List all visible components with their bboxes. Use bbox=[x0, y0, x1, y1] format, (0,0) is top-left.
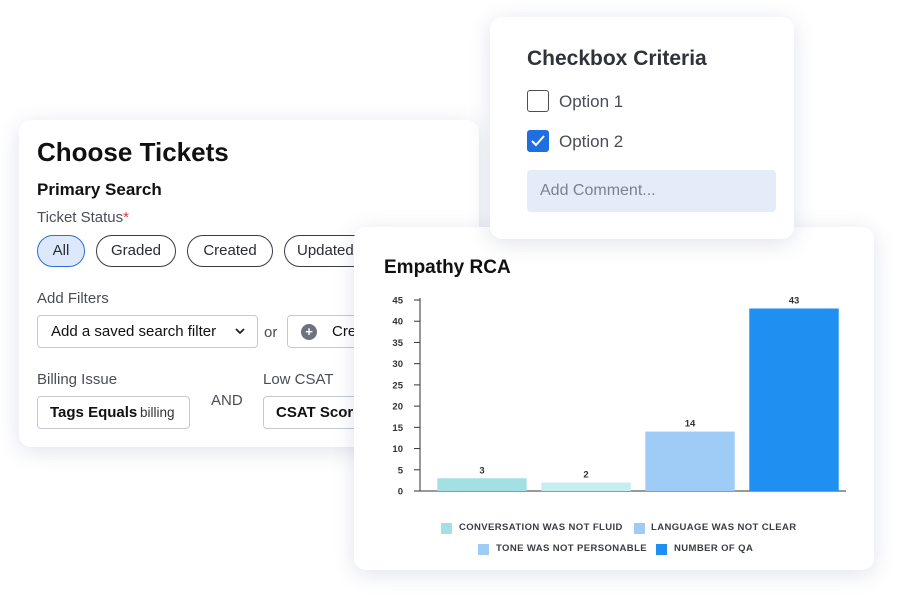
legend-label: TONE WAS NOT PERSONABLE bbox=[496, 543, 648, 554]
y-tick-label: 45 bbox=[392, 296, 403, 307]
billing-filter[interactable]: Tags Equals billing bbox=[37, 396, 190, 429]
legend-swatch bbox=[656, 544, 667, 555]
checkbox-criteria-card: Checkbox Criteria Option 1 Option 2 Add … bbox=[490, 17, 794, 239]
legend-swatch bbox=[478, 544, 489, 555]
saved-search-select[interactable]: Add a saved search filter bbox=[37, 315, 258, 348]
option-2-checkbox[interactable] bbox=[527, 130, 549, 152]
page-title: Choose Tickets bbox=[37, 137, 229, 167]
legend-label: NUMBER OF QA bbox=[674, 543, 754, 554]
billing-issue-label: Billing Issue bbox=[37, 371, 118, 388]
empathy-rca-card: Empathy RCA 0 5 10 15 20 25 30 35 40 45 3 2 14 43 CON… bbox=[354, 227, 874, 570]
add-comment-input[interactable]: Add Comment... bbox=[527, 170, 776, 212]
bar-value-label: 3 bbox=[479, 465, 484, 476]
y-tick-label: 10 bbox=[392, 444, 403, 455]
bar-value-label: 43 bbox=[789, 295, 800, 306]
y-tick-label: 40 bbox=[392, 317, 403, 328]
option-1-checkbox[interactable] bbox=[527, 90, 549, 112]
chart-title: Empathy RCA bbox=[384, 257, 511, 278]
y-tick-label: 35 bbox=[392, 338, 403, 349]
bar bbox=[437, 478, 527, 491]
legend-label: CONVERSATION WAS NOT FLUID bbox=[459, 522, 623, 533]
checkbox-criteria-title: Checkbox Criteria bbox=[527, 47, 707, 70]
bar bbox=[645, 431, 735, 491]
option-2-label: Option 2 bbox=[559, 132, 624, 151]
bar-value-label: 14 bbox=[685, 419, 696, 430]
y-tick-label: 20 bbox=[392, 402, 403, 413]
status-chip-graded[interactable]: Graded bbox=[96, 235, 176, 267]
add-filters-label: Add Filters bbox=[37, 290, 109, 307]
y-tick-label: 25 bbox=[392, 380, 403, 391]
or-text: or bbox=[264, 324, 278, 341]
low-csat-label: Low CSAT bbox=[263, 371, 334, 388]
bar bbox=[541, 482, 631, 491]
y-tick-label: 5 bbox=[398, 465, 404, 476]
billing-filter-value: billing bbox=[140, 405, 175, 420]
status-chip-created[interactable]: Created bbox=[187, 235, 273, 267]
ticket-status-label: Ticket Status* bbox=[37, 209, 129, 226]
legend-swatch bbox=[634, 523, 645, 534]
primary-search-heading: Primary Search bbox=[37, 180, 162, 199]
y-tick-label: 30 bbox=[392, 359, 403, 370]
saved-search-select-label: Add a saved search filter bbox=[51, 323, 217, 340]
csat-filter-key: CSAT Score bbox=[276, 404, 362, 421]
billing-filter-key: Tags Equals bbox=[50, 404, 138, 421]
bar bbox=[749, 308, 839, 491]
option-1-label: Option 1 bbox=[559, 92, 624, 111]
create-filter-label: Cre bbox=[332, 323, 357, 340]
y-tick-label: 0 bbox=[398, 487, 403, 498]
checkmark-icon bbox=[531, 135, 545, 147]
bar-value-label: 2 bbox=[583, 470, 588, 481]
legend-swatch bbox=[441, 523, 452, 534]
empathy-rca-chart: 0 5 10 15 20 25 30 35 40 45 3 2 14 43 bbox=[392, 295, 846, 498]
y-tick-label: 15 bbox=[392, 423, 403, 434]
required-mark: * bbox=[123, 209, 129, 226]
plus-icon: + bbox=[301, 324, 317, 340]
and-text: AND bbox=[211, 392, 243, 409]
chevron-down-icon bbox=[234, 316, 246, 358]
legend-label: LANGUAGE WAS NOT CLEAR bbox=[651, 522, 797, 533]
status-chip-all[interactable]: All bbox=[37, 235, 85, 267]
